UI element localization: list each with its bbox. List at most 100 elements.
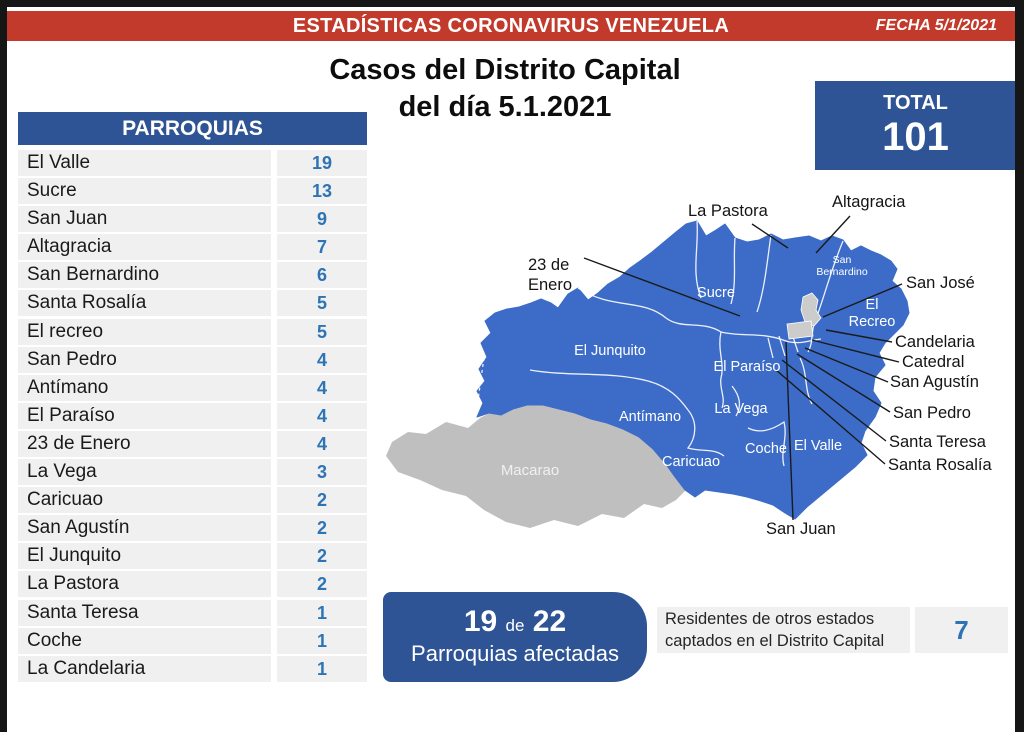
residents-note-line2: captados en el Distrito Capital	[665, 632, 885, 650]
frame-top-border	[0, 0, 1024, 7]
page-title-line2: del día 5.1.2021	[398, 91, 612, 123]
table-row: Santa Teresa 1	[18, 599, 367, 626]
map-label-san-agustin: San Agustín	[890, 373, 979, 391]
affected-label: Parroquias afectadas	[411, 641, 619, 666]
table-row: El Junquito 2	[18, 543, 367, 570]
map-label-altagracia: Altagracia	[832, 193, 906, 211]
parish-value: 3	[277, 459, 367, 486]
parish-value: 13	[277, 178, 367, 205]
map-region-macarao	[386, 396, 687, 528]
map-label-antimano: Antímano	[619, 409, 681, 425]
table-row: San Bernardino 6	[18, 262, 367, 289]
table-row: El Valle 19	[18, 150, 367, 176]
total-value: 101	[882, 115, 949, 159]
parish-value: 1	[277, 627, 367, 654]
map-svg: Sucre El Junquito El Paraíso Antímano La Veg…	[386, 193, 993, 538]
table-row: El Paraíso 4	[18, 402, 367, 429]
map-labels: Sucre El Junquito El Paraíso Antímano La Veg…	[501, 193, 993, 538]
parish-name: Santa Teresa	[18, 599, 271, 626]
parish-value: 19	[277, 150, 367, 176]
residents-note: Residentes de otros estados captados en …	[657, 607, 910, 653]
affected-count-line: 19 de 22	[383, 605, 647, 639]
parish-name: El Valle	[18, 150, 271, 176]
map-label-san-bernardino: San Bernardino	[816, 254, 868, 278]
map-label-san-pedro: San Pedro	[893, 404, 971, 422]
map-label-coche: Coche	[745, 441, 787, 457]
parish-name: El recreo	[18, 318, 271, 345]
parish-value: 2	[277, 571, 367, 598]
page-title: Casos del Distrito Capital del día 5.1.2…	[315, 52, 695, 126]
parish-value: 1	[277, 599, 367, 626]
map-parish-borders	[473, 220, 844, 467]
map-label-candelaria: Candelaria	[895, 333, 976, 351]
parish-value: 7	[277, 234, 367, 261]
header-date: FECHA 5/1/2021	[875, 17, 997, 34]
parish-value: 4	[277, 374, 367, 401]
parish-value: 4	[277, 402, 367, 429]
frame-left-border	[0, 0, 7, 732]
map-region-san-jose	[800, 292, 822, 327]
parish-table-header: PARROQUIAS	[18, 112, 367, 145]
parish-name: El Junquito	[18, 543, 271, 570]
map-label-san-jose: San José	[906, 274, 975, 292]
map-label-la-pastora: La Pastora	[688, 202, 769, 220]
map-label-el-junquito: El Junquito	[574, 343, 646, 359]
parish-name: San Bernardino	[18, 262, 271, 289]
parish-value: 4	[277, 346, 367, 373]
table-row: El recreo 5	[18, 318, 367, 345]
affected-count: 19	[463, 605, 498, 638]
map-label-santa-teresa: Santa Teresa	[889, 433, 987, 451]
map-label-el-paraiso: El Paraíso	[714, 359, 781, 375]
map-leader-lines	[583, 215, 903, 521]
table-row: 23 de Enero 4	[18, 430, 367, 457]
parish-name: San Agustín	[18, 515, 271, 542]
table-row: Sucre 13	[18, 178, 367, 205]
parish-value: 9	[277, 206, 367, 233]
capital-district-map: Sucre El Junquito El Paraíso Antímano La Veg…	[380, 190, 1016, 570]
table-row: La Candelaria 1	[18, 655, 367, 682]
table-row: Altagracia 7	[18, 234, 367, 261]
parish-value: 6	[277, 262, 367, 289]
parish-value: 5	[277, 290, 367, 317]
map-region-catedral	[786, 320, 814, 340]
map-label-san-juan: San Juan	[766, 520, 836, 538]
parish-name: Caricuao	[18, 487, 271, 514]
table-row: Coche 1	[18, 627, 367, 654]
page-title-line1: Casos del Distrito Capital	[329, 54, 681, 86]
parish-table-rows: El Valle 19 Sucre 13 San Juan 9 Altagracia 7 San…	[18, 150, 367, 682]
table-row: Antímano 4	[18, 374, 367, 401]
header-bar: ESTADÍSTICAS CORONAVIRUS VENEZUELA FECHA…	[7, 11, 1015, 41]
affected-parishes-box: 19 de 22 Parroquias afectadas	[383, 592, 647, 682]
parish-value: 1	[277, 655, 367, 682]
map-label-el-recreo: El Recreo	[849, 297, 896, 330]
parish-name: La Candelaria	[18, 655, 271, 682]
parish-name: Coche	[18, 627, 271, 654]
residents-note-line1: Residentes de otros estados	[665, 610, 875, 628]
table-row: San Pedro 4	[18, 346, 367, 373]
table-row: La Pastora 2	[18, 571, 367, 598]
parish-name: La Vega	[18, 459, 271, 486]
parish-value: 2	[277, 543, 367, 570]
parish-value: 5	[277, 318, 367, 345]
parish-name: La Pastora	[18, 571, 271, 598]
parish-table: PARROQUIAS El Valle 19 Sucre 13 San Juan 9 Alt…	[18, 112, 367, 684]
total-label: TOTAL	[883, 92, 948, 114]
table-row: San Juan 9	[18, 206, 367, 233]
parish-name: Santa Rosalía	[18, 290, 271, 317]
map-label-santa-rosalia: Santa Rosalía	[888, 456, 992, 474]
total-box: TOTAL 101	[815, 81, 1016, 170]
table-row: Santa Rosalía 5	[18, 290, 367, 317]
parish-name: San Juan	[18, 206, 271, 233]
residents-value: 7	[915, 607, 1008, 653]
parish-name: Altagracia	[18, 234, 271, 261]
map-label-catedral: Catedral	[902, 353, 964, 371]
parish-value: 2	[277, 487, 367, 514]
parish-name: Sucre	[18, 178, 271, 205]
map-label-23-de-enero: 23 de Enero	[528, 256, 572, 294]
map-label-la-vega: La Vega	[714, 401, 768, 417]
parish-name: Antímano	[18, 374, 271, 401]
map-region-affected	[476, 220, 910, 520]
affected-total: 22	[532, 605, 567, 638]
parish-name: 23 de Enero	[18, 430, 271, 457]
